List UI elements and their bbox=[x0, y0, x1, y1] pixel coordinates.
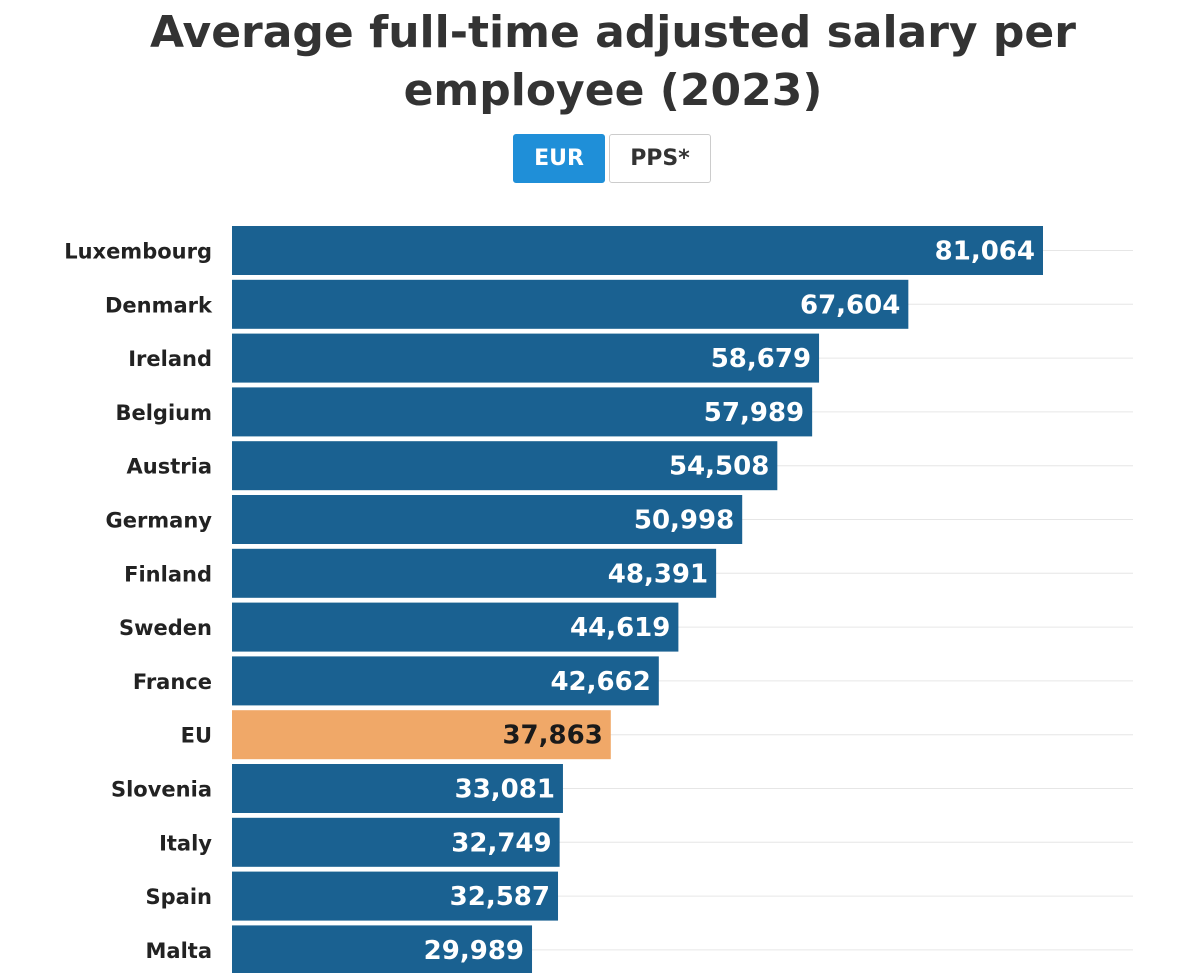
bar bbox=[232, 387, 813, 437]
value-label: 81,064 bbox=[935, 237, 1035, 267]
bar bbox=[232, 925, 533, 973]
bar bbox=[232, 602, 679, 652]
bar bbox=[232, 656, 659, 706]
bars bbox=[232, 226, 1043, 973]
value-label: 42,662 bbox=[550, 667, 650, 697]
category-labels: Luxembourg Denmark Ireland Belgium Austria Ge… bbox=[64, 240, 213, 963]
value-label: 67,604 bbox=[800, 290, 900, 320]
value-label: 33,081 bbox=[455, 775, 555, 805]
bar bbox=[232, 279, 909, 329]
chart-title-line-2: employee (2023) bbox=[403, 65, 823, 116]
bar bbox=[232, 495, 743, 544]
eur-toggle-button[interactable]: EUR bbox=[513, 134, 605, 183]
value-label: 57,989 bbox=[704, 398, 804, 428]
category-label: France bbox=[133, 670, 212, 694]
bar bbox=[232, 333, 820, 383]
bar bbox=[232, 548, 717, 598]
value-label: 50,998 bbox=[634, 506, 734, 536]
category-label: Austria bbox=[127, 455, 212, 479]
category-label: EU bbox=[181, 724, 212, 748]
chart-title-line-1: Average full-time adjusted salary per bbox=[150, 7, 1076, 58]
value-label: 29,989 bbox=[424, 936, 524, 966]
category-label: Denmark bbox=[105, 293, 213, 317]
pps-toggle-button[interactable]: PPS* bbox=[609, 134, 711, 183]
value-labels: 81,064 67,604 58,679 57,989 54,508 50,998 48,3… bbox=[424, 237, 1035, 966]
bar bbox=[232, 764, 563, 813]
bar-highlight-eu bbox=[232, 710, 611, 760]
category-label: Finland bbox=[124, 562, 212, 586]
category-label: Germany bbox=[105, 509, 212, 533]
value-label: 32,749 bbox=[451, 828, 551, 858]
bar bbox=[232, 441, 778, 491]
category-label: Belgium bbox=[115, 401, 212, 425]
value-label: 44,619 bbox=[570, 613, 670, 643]
category-label: Ireland bbox=[128, 347, 212, 371]
category-label: Malta bbox=[146, 939, 212, 963]
category-label: Italy bbox=[159, 831, 212, 855]
bar bbox=[232, 817, 560, 867]
value-label: 48,391 bbox=[608, 559, 708, 589]
value-label: 58,679 bbox=[711, 344, 811, 374]
category-label: Spain bbox=[146, 885, 212, 909]
value-label: 37,863 bbox=[502, 721, 602, 751]
chart-title: Average full-time adjusted salary per em… bbox=[0, 4, 1200, 120]
value-label: 54,508 bbox=[669, 452, 769, 482]
category-label: Luxembourg bbox=[64, 240, 212, 264]
value-label: 32,587 bbox=[450, 882, 550, 912]
category-label: Sweden bbox=[119, 616, 212, 640]
bar bbox=[232, 871, 559, 921]
category-label: Slovenia bbox=[111, 778, 212, 802]
bar bbox=[232, 226, 1043, 275]
